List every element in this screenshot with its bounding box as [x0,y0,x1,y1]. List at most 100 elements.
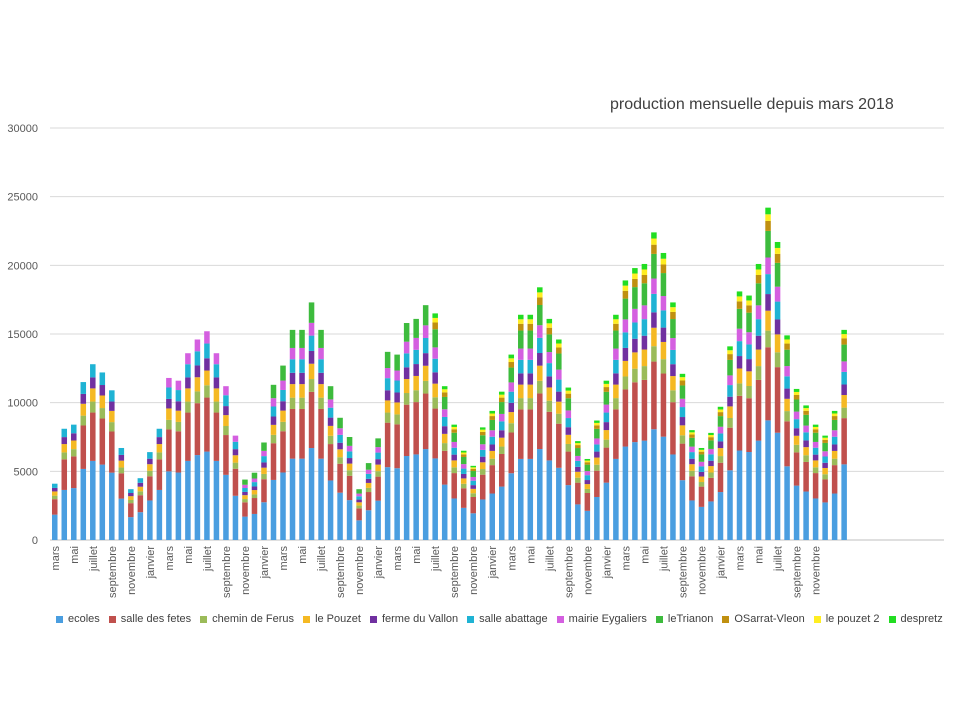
bar-segment-mairie-eygaliers [289,347,296,360]
bar-segment-osarrat-vleon [565,393,572,399]
legend-swatch [556,615,564,623]
bar-segment-salle-abattage [213,364,220,378]
bar-segment-mairie-eygaliers [432,347,438,359]
bar-segment-osarrat-vleon [460,454,467,457]
bar-segment-letrianon [460,456,467,465]
bar-segment-chemin-de-ferus [727,418,733,428]
bar-segment-chemin-de-ferus [242,499,248,503]
bar-segment-letrianon [403,323,410,342]
bar-segment-le-pouzet [166,408,172,420]
bar-segment-mairie-eygaliers [413,337,419,350]
bar-segment-despretz [518,314,524,320]
bar-segment-mairie-eygaliers [451,441,457,448]
bar-segment-salle-des-fetes [289,408,296,459]
bar-segment-chemin-de-ferus [831,458,838,466]
bar-segment-ecoles [679,480,686,540]
bar-segment-chemin-de-ferus [594,464,600,471]
bar-segment-salle-abattage [708,454,714,461]
bar-segment-le-pouzet [498,437,505,447]
bar-segment-chemin-de-ferus [651,346,657,362]
bar-segment-le-pouzet [109,410,115,423]
bar-segment-salle-abattage [479,449,486,457]
bar-segment-ecoles [432,458,438,540]
bar-segment-ecoles [156,489,163,540]
bar-segment-le-pouzet [346,463,353,471]
bar-segment-salle-des-fetes [784,421,790,467]
bar-segment-ferme-du-vallon [679,417,686,426]
bar-segment-despretz [460,450,467,453]
bar-segment-salle-des-fetes [109,431,115,473]
bar-segment-ferme-du-vallon [784,388,790,399]
bar-segment-le-pouzet-2 [793,391,800,395]
bar-segment-salle-abattage [337,434,343,443]
bar-segment-salle-des-fetes [736,395,743,451]
bar-segment-salle-abattage [565,418,572,428]
bar-segment-salle-des-fetes [318,408,324,459]
bar-segment-letrianon [384,351,391,369]
bar-segment-osarrat-vleon [537,297,543,305]
bar-segment-mairie-eygaliers [755,305,762,320]
bar-segment-salle-des-fetes [90,412,96,461]
bar-segment-ecoles [622,446,629,540]
bar-segment-ferme-du-vallon [422,353,429,366]
bar-segment-salle-des-fetes [508,432,515,474]
bar-segment-despretz [679,373,686,378]
legend-label: mairie Eygaliers [568,613,647,625]
bar-segment-salle-des-fetes [660,373,667,437]
bar-segment-ferme-du-vallon [774,319,781,335]
bar-segment-ecoles [822,502,828,540]
bar-segment-despretz [441,386,448,390]
bar-segment-ecoles [556,467,562,540]
bar-segment-ferme-du-vallon [565,427,572,435]
bar-segment-mairie-eygaliers [384,368,391,379]
bar-segment-ecoles [698,506,705,540]
bar-segment-letrianon [651,253,657,279]
bar-segment-salle-des-fetes [793,452,800,486]
bar-segment-mairie-eygaliers [765,257,771,275]
bar-segment-mairie-eygaliers [537,325,543,338]
bar-segment-despretz [822,435,828,438]
bar-segment-ecoles [80,468,87,540]
bar-segment-letrianon [518,330,524,349]
y-tick-label: 15000 [7,329,38,341]
bar-segment-despretz [803,405,809,409]
bar-segment-salle-abattage [61,428,68,438]
bar-segment-letrianon [413,318,419,338]
bar-segment-letrianon [422,305,429,326]
x-tick-label: novembre [582,546,594,595]
bar-segment-salle-abattage [784,376,790,389]
bar-segment-mairie-eygaliers [299,347,305,360]
bar-segment-salle-des-fetes [755,379,762,441]
bar-segment-salle-des-fetes [251,498,258,514]
bar-segment-salle-abattage [460,468,467,474]
bar-segment-ferme-du-vallon [280,401,286,411]
bar-segment-salle-des-fetes [337,463,343,493]
bar-segment-salle-abattage [498,421,505,431]
bar-segment-salle-abattage [384,378,391,391]
bar-segment-osarrat-vleon [527,323,534,331]
bar-segment-ferme-du-vallon [727,396,733,407]
bar-segment-letrianon [575,448,581,456]
bar-segment-mairie-eygaliers [327,399,334,408]
bar-segment-ferme-du-vallon [498,430,505,438]
bar-segment-mairie-eygaliers [232,435,239,442]
bar-segment-salle-des-fetes [632,382,638,443]
bar-segment-chemin-de-ferus [261,473,267,480]
bar-segment-despretz [660,252,667,259]
bar-segment-salle-des-fetes [489,465,496,494]
bar-segment-chemin-de-ferus [708,472,714,478]
x-tick-label: janvier [487,546,499,580]
bar-segment-le-pouzet-2 [479,429,486,432]
bar-segment-salle-des-fetes [765,347,771,421]
x-tick-label: juillet [658,546,670,572]
bar-segment-salle-abattage [137,478,144,483]
bar-segment-chemin-de-ferus [356,505,362,509]
bar-segment-chemin-de-ferus [422,380,429,394]
bar-segment-ferme-du-vallon [109,401,115,411]
bar-segment-chemin-de-ferus [812,467,819,474]
bar-segment-le-pouzet [403,379,410,394]
bar-segment-despretz [641,263,648,270]
x-tick-label: mars [735,546,747,571]
bar-segment-salle-des-fetes [61,459,68,490]
bar-segment-le-pouzet-2 [565,390,572,394]
